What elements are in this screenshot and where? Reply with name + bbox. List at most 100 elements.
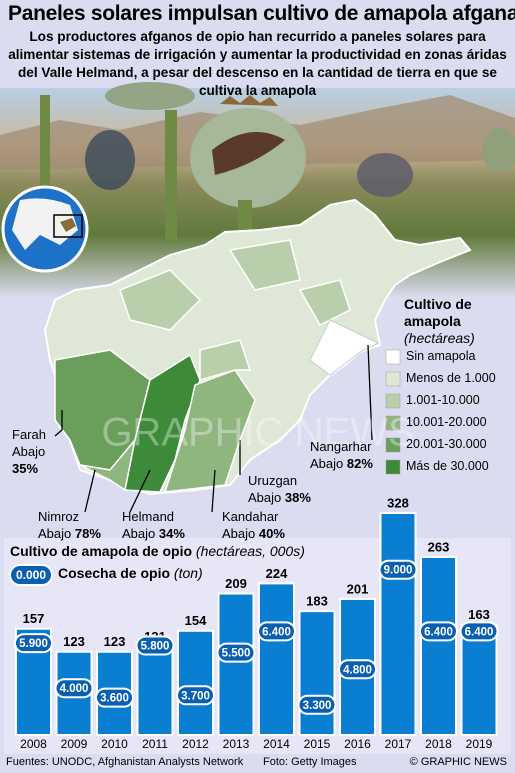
harvest-legend-sample: 0.000 bbox=[16, 568, 46, 582]
province-change: 34% bbox=[158, 526, 185, 541]
legend-label: Más de 30.000 bbox=[406, 459, 489, 473]
x-tick-label: 2016 bbox=[344, 737, 371, 751]
harvest-pill bbox=[338, 659, 377, 680]
bar-value-label: 328 bbox=[387, 495, 409, 510]
harvest-label: 5.900 bbox=[19, 638, 48, 650]
province-uruzgan bbox=[199, 339, 252, 381]
bar bbox=[258, 582, 295, 737]
legend-label: Sin amapola bbox=[406, 349, 476, 363]
legend bbox=[385, 349, 401, 475]
province-label: Nimroz Abajo 78% bbox=[38, 508, 101, 542]
province-label: Kandahar Abajo 40% bbox=[222, 508, 285, 542]
province-label: Uruzgan Abajo 38% bbox=[248, 472, 311, 506]
bar-value-label: 157 bbox=[23, 611, 45, 626]
province-change: 38% bbox=[284, 490, 311, 505]
harvest-pill bbox=[135, 635, 175, 656]
bar bbox=[298, 610, 336, 737]
x-tick-label: 2009 bbox=[61, 737, 88, 751]
province bbox=[119, 239, 351, 331]
bar bbox=[177, 629, 214, 737]
stem bbox=[40, 95, 50, 205]
harvest-label: 5.800 bbox=[141, 641, 170, 653]
province-name: Farah bbox=[12, 427, 46, 442]
legend-label: 10.001-20.000 bbox=[406, 415, 487, 429]
harvest-pill bbox=[176, 685, 215, 706]
legend-label: 1.001-10.000 bbox=[406, 393, 480, 407]
harvest-label: 3.600 bbox=[100, 693, 129, 705]
province-name: Uruzgan bbox=[248, 473, 298, 488]
bar-value-label: 209 bbox=[225, 576, 247, 591]
leader-lines bbox=[54, 344, 373, 513]
bar-value-label: 154 bbox=[185, 613, 207, 628]
province-label: Helmand Abajo 34% bbox=[122, 508, 185, 542]
chart-unit: (hectáreas, 000s) bbox=[195, 543, 305, 559]
province-name: Nimroz bbox=[38, 509, 80, 524]
pod-cut bbox=[212, 132, 285, 175]
province-nangarhar bbox=[309, 319, 380, 376]
x-tick-label: 2012 bbox=[182, 737, 209, 751]
pod bbox=[105, 82, 195, 110]
bar-value-label: 263 bbox=[428, 539, 450, 554]
farmer bbox=[357, 153, 413, 197]
bar bbox=[460, 623, 498, 736]
bar-value-label: 183 bbox=[306, 594, 328, 609]
x-tick-label: 2008 bbox=[20, 737, 47, 751]
harvest-pill bbox=[14, 633, 53, 654]
footer-photo: Foto: Getty Images bbox=[263, 756, 357, 768]
harvest-label: 3.700 bbox=[181, 690, 210, 702]
legend-swatch bbox=[385, 393, 401, 409]
x-tick-label: 2011 bbox=[142, 737, 168, 751]
province-change-label: Abajo bbox=[12, 444, 46, 459]
bar-value-label: 163 bbox=[468, 607, 490, 622]
legend-label: 20.001-30.000 bbox=[406, 437, 487, 451]
bar-value-label: 201 bbox=[347, 581, 369, 596]
harvest-pill bbox=[257, 621, 296, 642]
harvest-legend-name: Cosecha de opio bbox=[58, 565, 171, 581]
subtitle: Los productores afganos de opio han recu… bbox=[8, 29, 507, 98]
bar bbox=[420, 555, 457, 736]
watermark: GRAPHIC NEWS bbox=[101, 411, 414, 455]
harvest-label: 3.300 bbox=[303, 700, 332, 712]
province-label: Nangarhar Abajo 82% bbox=[310, 438, 373, 472]
x-tick-label: 2010 bbox=[101, 737, 128, 751]
legend-swatch bbox=[385, 415, 401, 431]
harvest-legend-unit: (ton) bbox=[173, 565, 203, 581]
x-tick-label: 2013 bbox=[223, 737, 250, 751]
province-change-label: Abajo bbox=[38, 526, 72, 541]
province-change-label: Abajo bbox=[248, 490, 282, 505]
harvest-label: 4.800 bbox=[343, 664, 372, 676]
province-kandahar bbox=[163, 369, 256, 493]
legend-title: Cultivo de amapola bbox=[404, 296, 472, 329]
province-change-label: Abajo bbox=[122, 526, 156, 541]
bar-value-label: 224 bbox=[266, 566, 288, 581]
chart-title: Cultivo de amapola de opio (hectáreas, 0… bbox=[10, 543, 305, 559]
harvest-label: 9.000 bbox=[384, 565, 413, 577]
province-change-label: Abajo bbox=[222, 526, 256, 541]
x-tick-label: 2018 bbox=[425, 737, 452, 751]
province-change: 35% bbox=[12, 461, 39, 476]
harvest-label: 6.400 bbox=[465, 626, 494, 638]
harvest-pill bbox=[95, 687, 134, 708]
province-change-label: Abajo bbox=[310, 456, 344, 471]
chart-title-text: Cultivo de amapola de opio bbox=[10, 543, 193, 559]
footer-credit: © GRAPHIC NEWS bbox=[409, 756, 507, 768]
title: Paneles solares impulsan cultivo de amap… bbox=[8, 2, 515, 25]
harvest-pill bbox=[297, 694, 337, 715]
footer-sources: Fuentes: UNODC, Afghanistan Analysts Net… bbox=[6, 756, 244, 768]
legend-swatch bbox=[385, 371, 401, 387]
stem bbox=[165, 110, 177, 240]
x-tick-label: 2014 bbox=[263, 737, 290, 751]
bars: 1575.90020081234.00020091233.60020101315… bbox=[14, 495, 499, 751]
harvest-label: 6.400 bbox=[262, 626, 291, 638]
legend-swatch bbox=[385, 459, 401, 475]
legend-label: Menos de 1.000 bbox=[406, 371, 496, 385]
harvest-label: 4.000 bbox=[60, 683, 89, 695]
harvest-legend: Cosecha de opio (ton) bbox=[58, 565, 203, 581]
harvest-pill bbox=[216, 642, 256, 663]
harvest-legend-pill bbox=[9, 564, 53, 586]
harvest-label: 5.500 bbox=[222, 648, 251, 660]
harvest-pill bbox=[419, 621, 458, 642]
harvest-pill bbox=[54, 678, 94, 699]
